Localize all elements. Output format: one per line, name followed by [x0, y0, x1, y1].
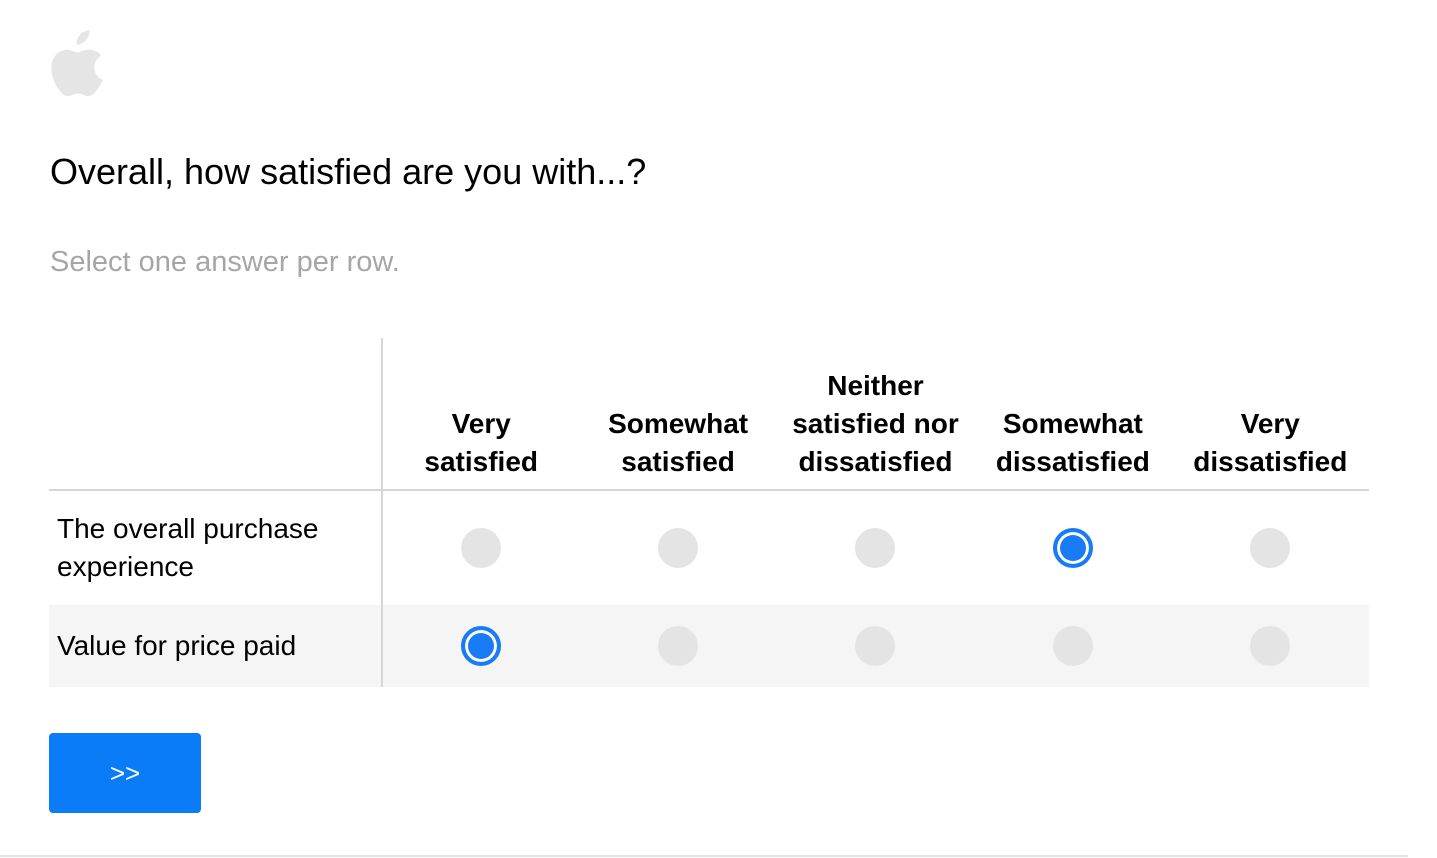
column-header-line: satisfied	[424, 446, 538, 477]
column-header-neither: Neither satisfied nor dissatisfied	[776, 338, 975, 491]
option-cell	[382, 490, 580, 605]
apple-logo-icon	[51, 30, 103, 97]
column-header-line: Very	[451, 408, 511, 439]
radio-somewhat-dissatisfied[interactable]	[1052, 626, 1093, 666]
radio-somewhat-satisfied[interactable]	[658, 626, 699, 666]
radio-very-satisfied[interactable]	[461, 626, 502, 666]
option-cell	[974, 605, 1172, 687]
option-cell	[776, 605, 975, 687]
radio-very-dissatisfied[interactable]	[1250, 626, 1291, 666]
next-button[interactable]: >>	[49, 733, 201, 813]
column-header-very-satisfied: Very satisfied	[382, 338, 580, 491]
radio-neither[interactable]	[855, 528, 896, 568]
row-label: Value for price paid	[49, 605, 383, 687]
radio-very-satisfied[interactable]	[461, 528, 502, 568]
satisfaction-matrix: Very satisfied Somewhat satisfied Neithe…	[49, 338, 1369, 687]
column-header-line: Somewhat	[1002, 408, 1143, 439]
radio-somewhat-dissatisfied[interactable]	[1052, 528, 1093, 568]
option-cell	[974, 490, 1172, 605]
matrix-header-row: Very satisfied Somewhat satisfied Neithe…	[49, 338, 1369, 491]
option-cell	[382, 605, 580, 687]
question-instruction: Select one answer per row.	[50, 246, 400, 278]
column-header-line: dissatisfied	[798, 446, 953, 477]
matrix-row-purchase-experience: The overall purchase experience	[49, 490, 1369, 605]
option-cell	[776, 490, 975, 605]
matrix-row-value-for-price: Value for price paid	[49, 605, 1369, 687]
option-cell	[579, 605, 777, 687]
column-header-line: Very	[1240, 408, 1300, 439]
column-header-line: Neither satisfied nor	[792, 370, 959, 439]
column-header-line: Somewhat	[608, 408, 749, 439]
radio-very-dissatisfied[interactable]	[1250, 528, 1291, 568]
footer-divider	[0, 855, 1408, 857]
column-header-line: satisfied	[621, 446, 735, 477]
option-cell	[579, 490, 777, 605]
question-title: Overall, how satisfied are you with...?	[50, 151, 647, 192]
column-header-somewhat-dissatisfied: Somewhat dissatisfied	[974, 338, 1172, 491]
option-cell	[1171, 605, 1369, 687]
radio-neither[interactable]	[855, 626, 896, 666]
column-header-line: dissatisfied	[1193, 446, 1348, 477]
row-label: The overall purchase experience	[49, 490, 383, 605]
option-cell	[1171, 490, 1369, 605]
column-header-somewhat-satisfied: Somewhat satisfied	[579, 338, 777, 491]
column-header-very-dissatisfied: Very dissatisfied	[1171, 338, 1369, 491]
matrix-corner-cell	[49, 338, 383, 491]
radio-somewhat-satisfied[interactable]	[658, 528, 699, 568]
column-header-line: dissatisfied	[995, 446, 1150, 477]
